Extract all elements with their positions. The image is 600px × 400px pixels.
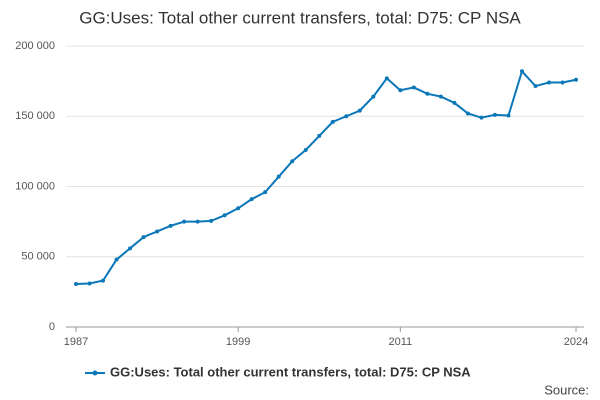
- point: [425, 91, 430, 96]
- point: [263, 190, 268, 195]
- point: [317, 133, 322, 138]
- point: [357, 108, 362, 113]
- point: [465, 111, 470, 116]
- point: [574, 77, 579, 82]
- point: [479, 115, 484, 120]
- point: [195, 219, 200, 224]
- line: [75, 69, 577, 286]
- y-tick-label: 0: [49, 321, 55, 333]
- point: [168, 223, 173, 228]
- point: [398, 88, 403, 93]
- source: Source:: [544, 382, 589, 397]
- point: [546, 80, 551, 85]
- point: [209, 218, 214, 223]
- point: [222, 213, 227, 218]
- y-tick-label: 150 000: [15, 110, 55, 122]
- point: [74, 282, 79, 287]
- y-tick-label: 100 000: [15, 180, 55, 192]
- point: [519, 69, 524, 74]
- legend-marker: [92, 370, 98, 376]
- point: [492, 112, 497, 117]
- point: [533, 84, 538, 89]
- point: [560, 80, 565, 85]
- point: [384, 76, 389, 81]
- point: [236, 206, 241, 211]
- point: [249, 197, 254, 202]
- x-tick-label: 2011: [389, 336, 413, 348]
- x-tick-label: 2024: [564, 336, 588, 348]
- point: [101, 278, 106, 283]
- y-tick-label: 50 000: [21, 251, 55, 263]
- point: [438, 94, 443, 99]
- legend-label: GG:Uses: Total other current transfers, …: [110, 364, 471, 379]
- x-tick-label: 1987: [64, 336, 88, 348]
- x-tick-label: 1999: [226, 336, 250, 348]
- point: [87, 281, 92, 286]
- point: [411, 85, 416, 90]
- point: [128, 246, 133, 251]
- point: [452, 100, 457, 105]
- point: [506, 113, 511, 118]
- point: [290, 159, 295, 164]
- point: [371, 94, 376, 99]
- point: [182, 219, 187, 224]
- point: [114, 257, 119, 262]
- point: [276, 174, 281, 179]
- point: [141, 235, 146, 240]
- point: [303, 147, 308, 152]
- chart-title: GG:Uses: Total other current transfers, …: [79, 8, 521, 27]
- point: [344, 114, 349, 119]
- point: [330, 119, 335, 124]
- point: [155, 229, 160, 234]
- y-tick-label: 200 000: [15, 40, 55, 52]
